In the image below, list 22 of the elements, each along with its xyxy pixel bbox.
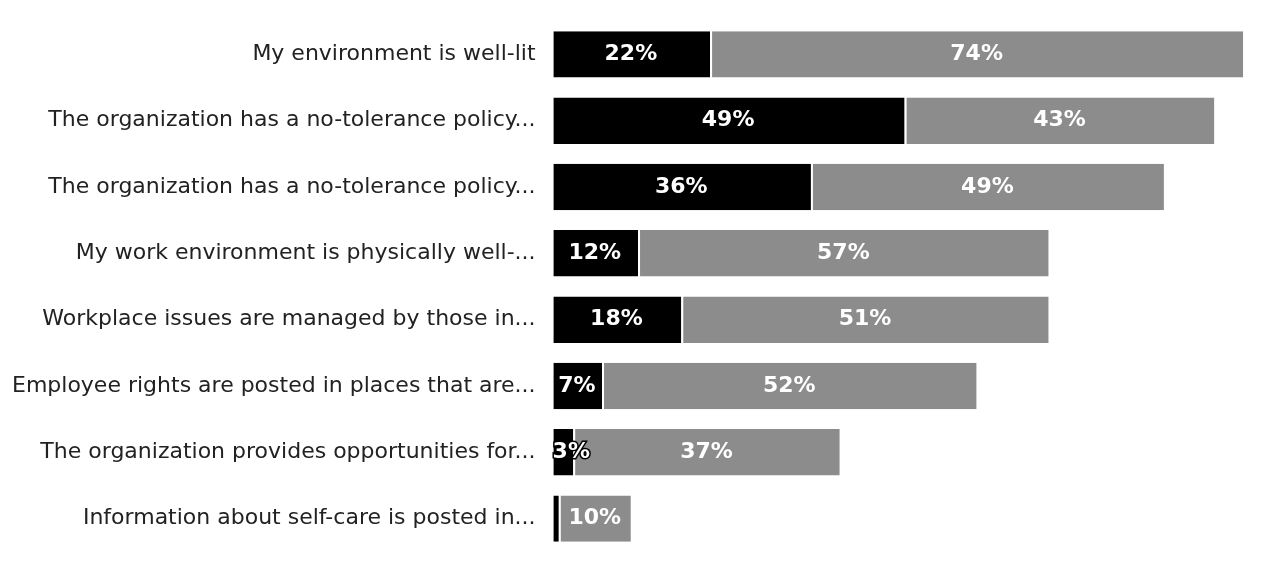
data-label: 52% <box>762 371 816 397</box>
data-label: 49% <box>701 106 755 132</box>
data-label: 51% <box>838 305 892 331</box>
data-label: 12% <box>568 239 622 265</box>
y-tick-label: Employee rights are posted in places that are... <box>11 371 536 397</box>
y-tick-label: My work environment is physically well-... <box>75 239 536 265</box>
data-label: 74% <box>950 40 1003 66</box>
data-label: 57% <box>817 239 870 265</box>
data-label: 22% <box>604 40 658 66</box>
y-tick-label: The organization has a no-tolerance policy... <box>47 106 536 132</box>
data-label: 43% <box>1033 106 1086 132</box>
data-label: 7% <box>558 371 596 397</box>
y-tick-label: My environment is well-lit <box>252 40 536 66</box>
data-label: 18% <box>590 305 643 331</box>
data-label: 49% <box>961 172 1014 198</box>
y-tick-label: The organization provides opportunities for... <box>39 438 536 464</box>
y-tick-label: Workplace issues are managed by those in... <box>42 305 536 331</box>
y-tick-label: Information about self-care is posted in... <box>82 504 536 530</box>
data-label: 36% <box>654 172 708 198</box>
y-tick-label: The organization has a no-tolerance policy... <box>47 172 536 198</box>
data-label: 37% <box>680 438 733 464</box>
data-label: 10% <box>568 504 622 530</box>
